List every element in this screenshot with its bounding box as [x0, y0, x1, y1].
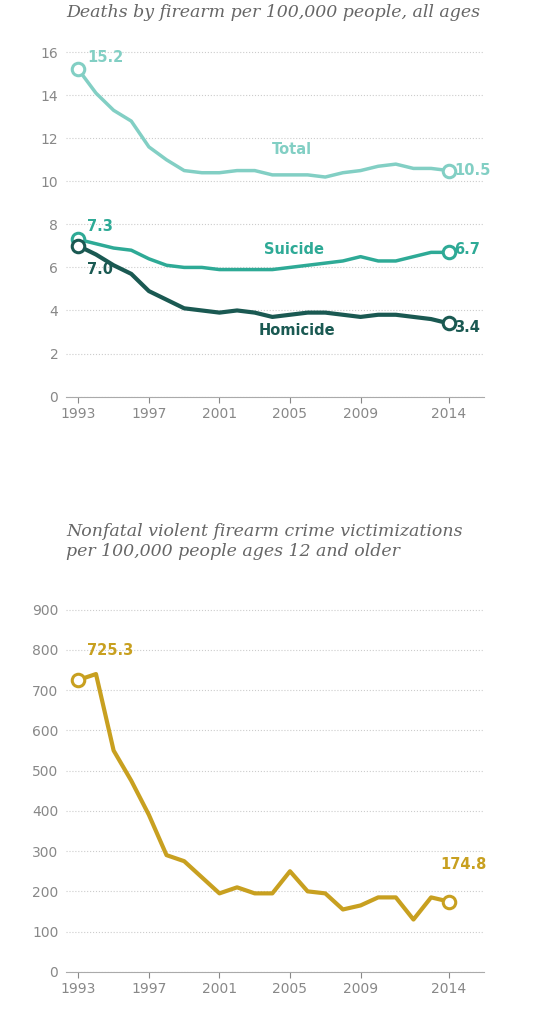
Text: 15.2: 15.2 [87, 50, 123, 65]
Text: Total: Total [272, 141, 312, 157]
Text: 7.0: 7.0 [87, 262, 113, 277]
Text: 174.8: 174.8 [440, 857, 486, 872]
Text: 3.4: 3.4 [454, 320, 480, 336]
Text: 6.7: 6.7 [454, 241, 480, 257]
Text: Deaths by firearm per 100,000 people, all ages: Deaths by firearm per 100,000 people, al… [66, 4, 480, 20]
Text: Suicide: Suicide [263, 241, 323, 257]
Text: 725.3: 725.3 [87, 642, 134, 658]
Text: 10.5: 10.5 [454, 163, 491, 178]
Text: 7.3: 7.3 [87, 219, 113, 234]
Text: Homicide: Homicide [258, 323, 335, 339]
Text: Nonfatal violent firearm crime victimizations
per 100,000 people ages 12 and old: Nonfatal violent firearm crime victimiza… [66, 523, 463, 560]
